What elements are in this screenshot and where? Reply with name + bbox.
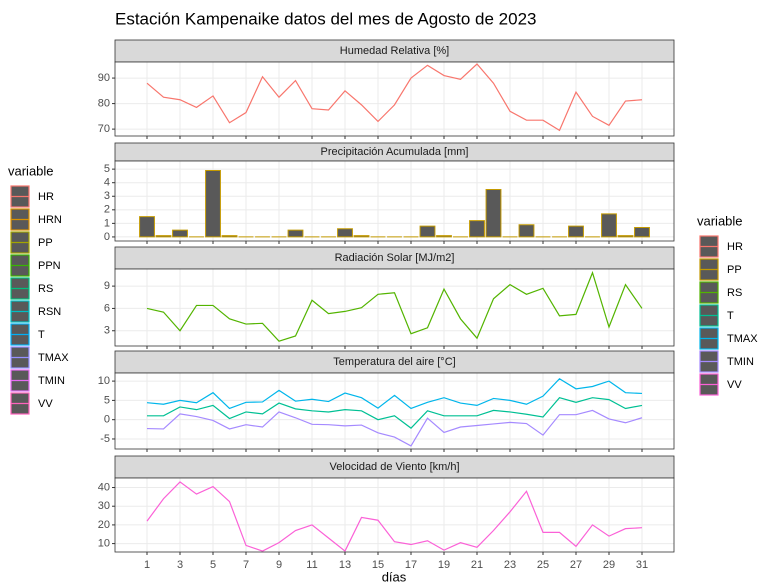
bar — [568, 225, 584, 238]
legend-title: variable — [697, 213, 743, 228]
legend-label: HR — [727, 241, 743, 253]
x-tick-label: 7 — [243, 559, 249, 571]
legend-label: TMAX — [727, 333, 758, 345]
line — [146, 378, 643, 410]
panel — [115, 373, 674, 449]
x-tick-label: 31 — [636, 559, 648, 571]
y-tick-label: -5 — [100, 433, 110, 445]
legend-label: TMAX — [38, 352, 69, 364]
bar — [155, 235, 172, 238]
bar — [172, 229, 188, 238]
x-tick-label: 29 — [603, 559, 615, 571]
legend-label: HR — [38, 191, 54, 203]
bar — [337, 228, 353, 238]
bar — [221, 235, 238, 238]
x-tick-label: 23 — [504, 559, 516, 571]
bar — [139, 216, 155, 238]
line — [146, 63, 643, 132]
legend-label: VV — [38, 398, 53, 410]
legend-label: T — [38, 329, 45, 341]
y-tick-label: 30 — [98, 500, 110, 512]
y-tick-label: 1 — [104, 217, 110, 229]
bar — [419, 225, 436, 238]
x-tick-label: 1 — [144, 559, 150, 571]
legend-label: TMIN — [727, 356, 754, 368]
y-tick-label: 0 — [104, 231, 110, 243]
legend-label: RS — [38, 283, 53, 295]
y-tick-label: 10 — [98, 537, 110, 549]
line — [146, 270, 643, 342]
y-tick-label: 5 — [104, 163, 110, 175]
x-tick-label: 27 — [570, 559, 582, 571]
legend-title: variable — [8, 163, 54, 178]
y-tick-label: 3 — [104, 190, 110, 202]
y-tick-label: 80 — [98, 97, 110, 109]
line — [147, 397, 643, 429]
y-tick-label: 70 — [98, 123, 110, 135]
legend-label: T — [727, 310, 734, 322]
bar — [485, 188, 502, 238]
legend-label: PP — [38, 237, 53, 249]
y-tick-label: 2 — [104, 204, 110, 216]
x-tick-label: 5 — [210, 559, 216, 571]
bar — [601, 213, 617, 238]
bar — [353, 235, 370, 238]
y-tick-label: 6 — [104, 302, 110, 314]
bar — [634, 226, 650, 238]
bar — [518, 224, 535, 238]
y-tick-label: 20 — [98, 519, 110, 531]
panel-border — [114, 61, 675, 137]
panel-border — [114, 477, 675, 553]
x-tick-label: 11 — [306, 559, 317, 571]
x-tick-label: 15 — [372, 559, 384, 571]
legend-label: PP — [727, 264, 742, 276]
line — [146, 409, 643, 447]
legend-label: PPN — [38, 260, 61, 272]
bar — [287, 229, 304, 238]
y-tick-label: 90 — [98, 72, 110, 84]
legend-label: RSN — [38, 306, 61, 318]
bar — [205, 169, 221, 238]
x-tick-label: 25 — [537, 559, 549, 571]
panel-border — [114, 160, 675, 242]
line — [146, 481, 643, 552]
x-tick-label: 3 — [177, 559, 183, 571]
strip-title: Precipitación Acumulada [mm] — [321, 146, 469, 158]
strip-title: Humedad Relativa [%] — [340, 45, 449, 57]
y-tick-label: 10 — [98, 375, 110, 387]
bar — [436, 235, 452, 238]
x-tick-label: 13 — [339, 559, 351, 571]
y-tick-label: 3 — [104, 325, 110, 337]
strip-title: Temperatura del aire [°C] — [333, 356, 455, 368]
x-tick-label: 17 — [405, 559, 417, 571]
y-tick-label: 0 — [104, 414, 110, 426]
chart-title: Estación Kampenaike datos del mes de Ago… — [115, 9, 537, 28]
strip-title: Velocidad de Viento [km/h] — [329, 461, 459, 473]
legend-label: RS — [727, 287, 742, 299]
y-tick-label: 40 — [98, 481, 110, 493]
legend-label: TMIN — [38, 375, 65, 387]
panel — [115, 269, 674, 346]
legend-label: HRN — [38, 214, 62, 226]
y-tick-label: 4 — [104, 177, 110, 189]
panel — [115, 62, 674, 136]
y-tick-label: 9 — [104, 280, 110, 292]
x-tick-label: 19 — [438, 559, 450, 571]
x-axis-label: días — [382, 569, 407, 584]
panel-border — [114, 268, 675, 347]
bar — [617, 235, 634, 238]
y-tick-label: 5 — [104, 394, 110, 406]
legend-label: VV — [727, 379, 742, 391]
panel-border — [114, 372, 675, 450]
bar — [469, 220, 485, 238]
x-tick-label: 21 — [471, 559, 483, 571]
panel — [115, 161, 674, 241]
strip-title: Radiación Solar [MJ/m2] — [335, 252, 455, 264]
x-tick-label: 9 — [276, 559, 282, 571]
